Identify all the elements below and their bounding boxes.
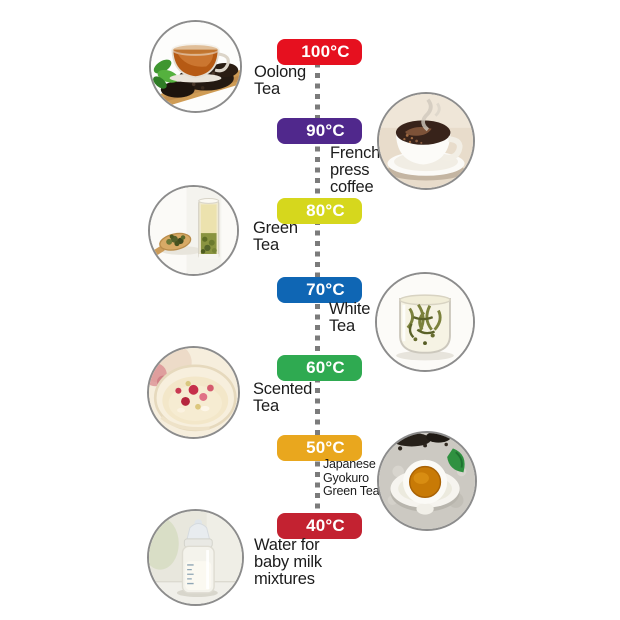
scented-tea-photo bbox=[147, 346, 240, 439]
japanese-gyokuro-green-tea-photo bbox=[377, 431, 477, 531]
green-tea-photo bbox=[148, 185, 239, 276]
oolong-tea-image bbox=[151, 22, 240, 111]
label-japanese-gyokuro-green-tea: Japanese Gyokuro Green Tea bbox=[323, 457, 380, 498]
french-press-coffee-image bbox=[379, 94, 473, 188]
label-water-for-baby-milk: Water for baby milk mixtures bbox=[254, 536, 322, 588]
label-french-press-coffee: French press coffee bbox=[330, 144, 381, 196]
temp-badge-60c: 60°C bbox=[277, 355, 362, 381]
french-press-coffee-photo bbox=[377, 92, 475, 190]
white-tea-photo bbox=[375, 272, 475, 372]
temp-badge-100c: 100°C bbox=[277, 39, 362, 65]
baby-bottle-image bbox=[149, 511, 242, 604]
label-scented-tea: Scented Tea bbox=[253, 380, 313, 415]
temp-badge-90c: 90°C bbox=[277, 118, 362, 144]
white-tea-image bbox=[377, 274, 473, 370]
label-white-tea: White Tea bbox=[329, 300, 371, 335]
temp-badge-70c: 70°C bbox=[277, 277, 362, 303]
label-green-tea: Green Tea bbox=[253, 219, 298, 254]
japanese-gyokuro-green-tea-image bbox=[379, 433, 475, 529]
temp-badge-80c: 80°C bbox=[277, 198, 362, 224]
scented-tea-image bbox=[149, 348, 238, 437]
water-for-baby-milk-photo bbox=[147, 509, 244, 606]
label-oolong-tea: Oolong Tea bbox=[254, 63, 307, 98]
temp-badge-50c: 50°C bbox=[277, 435, 362, 461]
green-tea-image bbox=[150, 187, 237, 274]
temp-badge-40c: 40°C bbox=[277, 513, 362, 539]
oolong-tea-photo bbox=[149, 20, 242, 113]
